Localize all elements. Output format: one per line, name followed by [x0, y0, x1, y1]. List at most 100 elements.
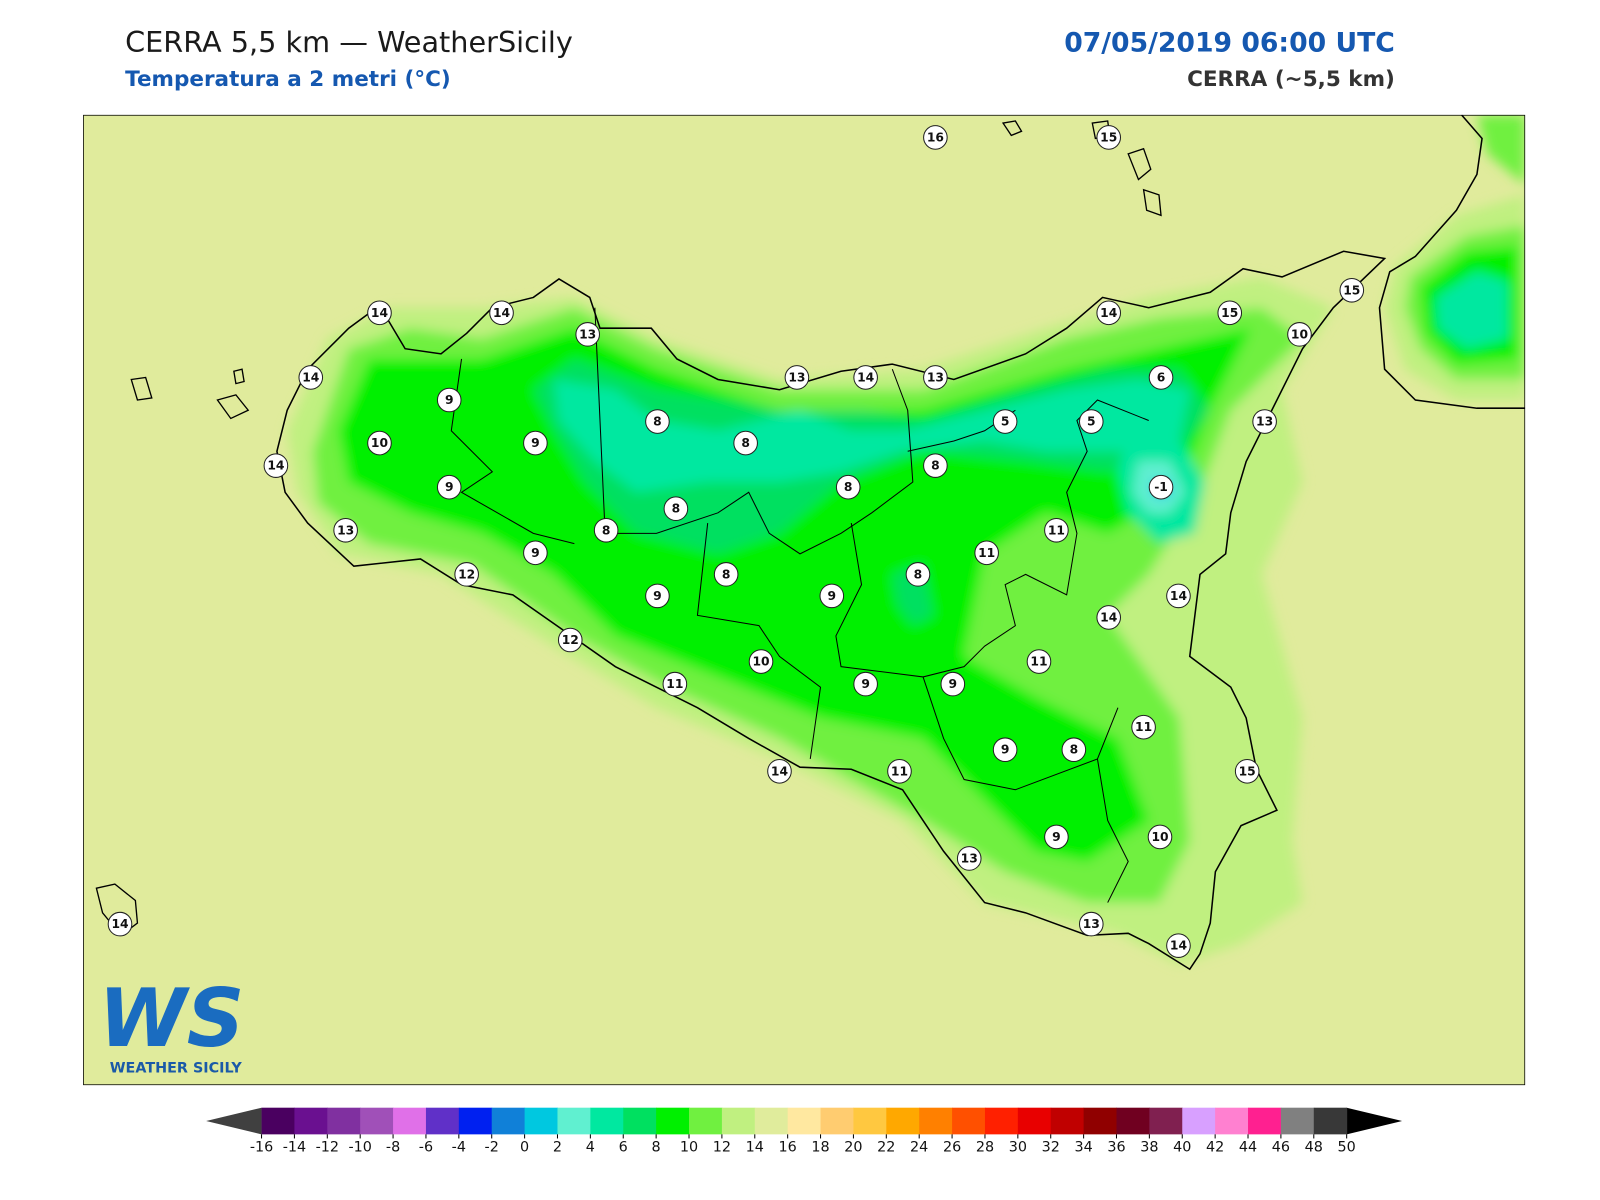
temperature-field [287, 114, 1526, 965]
station-value: 14 [493, 306, 510, 320]
station-value: 11 [1030, 655, 1047, 669]
station-marker [748, 649, 774, 674]
station-value: 15 [1221, 306, 1238, 320]
station-marker [1096, 605, 1122, 630]
colorbar-bin [1149, 1107, 1183, 1135]
station-value: 8 [741, 436, 750, 450]
station-value: 8 [931, 459, 940, 473]
station-value: 6 [1157, 370, 1166, 384]
station-value: 11 [891, 764, 908, 778]
colorbar-tick-label: -4 [452, 1140, 466, 1156]
station: 8 [733, 430, 758, 456]
station-marker [956, 846, 982, 871]
station: 14 [263, 453, 289, 478]
station: 11 [662, 671, 688, 697]
station: 9 [992, 737, 1018, 763]
colorbar-tick-label: 0 [520, 1140, 529, 1156]
station: 13 [575, 322, 600, 347]
station: 11 [1131, 714, 1156, 740]
colorbar-bin [984, 1107, 1019, 1135]
station-marker [940, 671, 966, 697]
colorbar-tick-label: 10 [680, 1140, 698, 1156]
station-value: 14 [771, 764, 788, 778]
station-value: 12 [562, 633, 579, 647]
islands [95, 120, 1162, 937]
colorbar-bin [721, 1107, 756, 1135]
station: 14 [298, 365, 324, 390]
colorbar-tick-label: 8 [652, 1140, 661, 1156]
colorbar-bin [1017, 1107, 1052, 1135]
colorbar-bin [919, 1107, 953, 1135]
station-marker [784, 365, 810, 390]
station-marker [367, 430, 392, 456]
colorbar-bin [524, 1107, 558, 1135]
station-value: 12 [458, 567, 475, 581]
station-value: 9 [445, 480, 454, 494]
station-value: 8 [722, 567, 731, 581]
station-value: 14 [857, 370, 874, 384]
station-marker [1044, 824, 1069, 850]
station-marker [1026, 649, 1052, 674]
station-value: 8 [653, 415, 662, 429]
station-value: 10 [1151, 830, 1168, 844]
station-value: 5 [1001, 415, 1010, 429]
station: 8 [645, 409, 670, 434]
colorbar-bin [360, 1107, 394, 1135]
station-marker [1166, 933, 1191, 958]
station-value: 14 [371, 306, 388, 320]
station-marker [905, 562, 931, 587]
colorbar-tick-label: 12 [713, 1140, 731, 1156]
colorbar-bin [689, 1107, 723, 1135]
station-value: 14 [302, 370, 319, 384]
station-value: 14 [1100, 306, 1117, 320]
station: 8 [593, 517, 619, 543]
station: 14 [367, 300, 392, 326]
station: 10 [367, 430, 392, 456]
station: 16 [923, 125, 948, 150]
colorbar-tick-label: 16 [779, 1140, 797, 1156]
station-marker [263, 453, 289, 478]
station-marker [523, 540, 548, 566]
station: 11 [974, 540, 999, 566]
station-marker [992, 737, 1018, 763]
station: 8 [923, 453, 948, 478]
station: 12 [557, 627, 583, 653]
station-marker [1287, 322, 1312, 347]
station: 15 [1217, 300, 1243, 326]
station: 14 [107, 911, 133, 937]
colorbar-bin [853, 1107, 887, 1135]
station-marker [713, 562, 739, 587]
colorbar-tick-label: -14 [283, 1140, 306, 1156]
station: 14 [1096, 605, 1122, 630]
colorbar-bin [393, 1107, 427, 1135]
station: 13 [923, 365, 948, 390]
station-marker [645, 583, 670, 609]
colorbar-tick-label: 40 [1173, 1140, 1191, 1156]
station: 15 [1096, 125, 1122, 150]
station-value: 13 [337, 523, 354, 537]
station-value: 8 [672, 502, 681, 516]
colorbar-tick-label: 46 [1272, 1140, 1290, 1156]
colorbar-bin [327, 1107, 361, 1135]
station: 13 [956, 846, 982, 871]
colorbar-tick-label: 32 [1042, 1140, 1060, 1156]
station-value: 9 [861, 677, 870, 691]
colorbar-tick-label: 26 [943, 1140, 961, 1156]
station: 9 [436, 387, 462, 413]
station-value: 14 [1170, 939, 1187, 953]
colorbar-bin [656, 1107, 690, 1135]
colorbar-bin [1050, 1107, 1085, 1135]
station-marker [333, 517, 358, 543]
station-marker [436, 387, 462, 413]
colorbar-bin [425, 1107, 460, 1135]
colorbar-bin [261, 1107, 295, 1135]
colorbar-bin [820, 1107, 854, 1135]
colorbar-bin [557, 1107, 591, 1135]
colorbar-tick-label: 30 [1009, 1140, 1027, 1156]
station-value: 11 [1135, 720, 1152, 734]
station: 15 [1234, 758, 1260, 784]
station: 14 [1096, 300, 1122, 326]
logo-mark: WS [98, 972, 244, 1065]
colorbar-tick-label: 48 [1305, 1140, 1323, 1156]
station-value: 5 [1087, 415, 1096, 429]
